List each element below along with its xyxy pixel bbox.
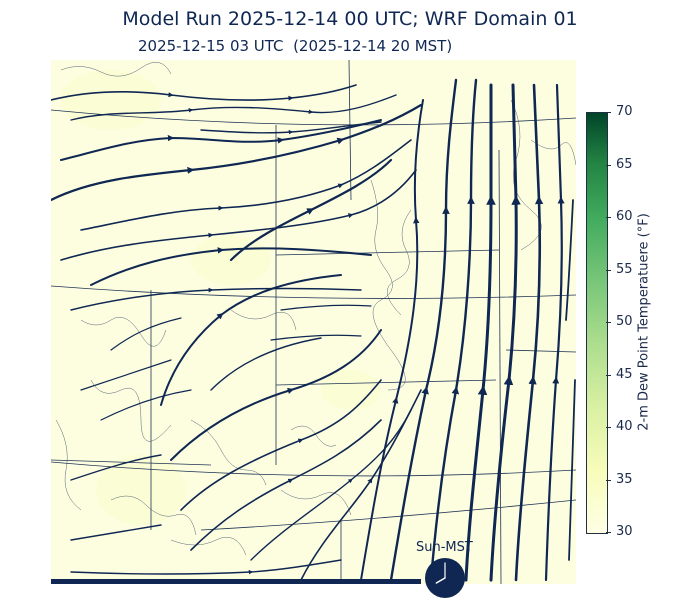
colorbar-tick-55: 55: [606, 262, 633, 277]
clock-icon: [425, 558, 465, 598]
colorbar-tick-65: 65: [606, 157, 633, 172]
chart-title: Model Run 2025-12-14 00 UTC; WRF Domain …: [122, 8, 578, 30]
colorbar: [586, 112, 608, 534]
clock-hour-hand: [435, 577, 446, 584]
colorbar-tick-40: 40: [606, 420, 633, 434]
clock-label: Sun-MST: [416, 540, 473, 555]
colorbar-tick-50: 50: [606, 315, 633, 329]
colorbar-tick-70: 70: [606, 105, 633, 119]
colorbar-tick-30: 30: [606, 525, 633, 539]
field-patches: [61, 70, 381, 525]
time-progress-bar: [51, 579, 421, 584]
colorbar-tick-45: 45: [606, 367, 633, 382]
colorbar-label: 2-m Dew Point Temperatuere (°F): [636, 213, 652, 431]
colorbar-tick-60: 60: [606, 210, 633, 224]
valid-time-subtitle: 2025-12-15 03 UTC (2025-12-14 20 MST): [138, 37, 453, 55]
dew-point-map: [51, 60, 576, 584]
latitude-lines: [51, 109, 576, 531]
wind-streamlines: [51, 78, 576, 582]
colorbar-tick-35: 35: [606, 472, 633, 487]
